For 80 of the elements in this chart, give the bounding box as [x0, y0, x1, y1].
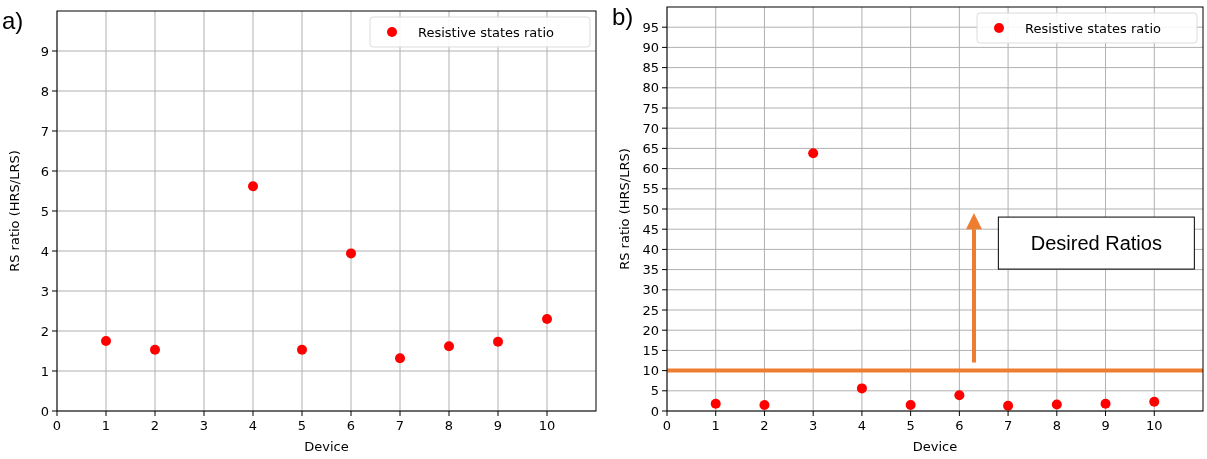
- chart-title: a): [2, 7, 24, 34]
- x-tick-label: 10: [538, 418, 556, 433]
- y-tick-label: 0: [40, 403, 49, 419]
- point: [444, 341, 454, 352]
- y-tick-label: 90: [642, 39, 659, 55]
- y-tick-label: 45: [642, 221, 659, 237]
- point: [248, 181, 258, 192]
- y-tick-label: 60: [642, 161, 659, 177]
- y-tick-label: 3: [40, 283, 49, 299]
- point: [542, 314, 552, 324]
- x-tick-label: 10: [1146, 418, 1163, 433]
- annotation: Desired Ratios: [1030, 232, 1162, 255]
- y-tick-label: 4: [40, 243, 49, 259]
- point: [395, 353, 405, 364]
- x-tick-label: 0: [662, 418, 672, 433]
- y-tick-label: 50: [642, 201, 659, 217]
- point: [493, 336, 503, 347]
- x-tick-label: 1: [101, 418, 111, 433]
- y-tick-label: 8: [40, 83, 49, 99]
- x-tick-label: 6: [955, 418, 964, 433]
- y-tick-label: 10: [642, 363, 659, 379]
- x-tick-label: 1: [711, 418, 720, 433]
- y-tick-label: 65: [642, 140, 659, 156]
- point: [1051, 399, 1062, 410]
- x-tick-label: 9: [493, 418, 503, 433]
- point: [1100, 398, 1111, 409]
- y-tick-label: 70: [642, 120, 659, 136]
- point: [1003, 400, 1014, 411]
- x-tick-label: 5: [297, 418, 307, 433]
- y-tick-label: 55: [642, 181, 659, 197]
- y-tick-label: 80: [642, 80, 659, 96]
- x-tick-label: 9: [1101, 418, 1110, 433]
- x-tick-label: 4: [248, 418, 258, 433]
- y-tick-label: 0: [650, 403, 659, 419]
- point: [1149, 396, 1160, 407]
- y-tick-label: 5: [40, 203, 49, 219]
- y-tick-label: 30: [642, 282, 659, 298]
- x-axis-title: Device: [304, 439, 349, 454]
- x-axis-title: Device: [912, 439, 958, 454]
- point: [710, 398, 721, 409]
- y-tick-label: 1: [40, 363, 49, 379]
- x-tick-label: 3: [199, 418, 209, 433]
- x-tick-label: 6: [346, 418, 356, 433]
- y-tick-label: 5: [650, 383, 659, 399]
- x-tick-label: 8: [1052, 418, 1061, 433]
- point: [346, 248, 356, 259]
- legend-label: Resistive states ratio: [418, 24, 554, 40]
- y-tick-label: 25: [642, 302, 659, 318]
- point: [101, 336, 111, 346]
- y-axis-title: RS ratio (HRS/LRS): [617, 148, 632, 270]
- point: [808, 148, 819, 159]
- point: [759, 399, 770, 410]
- x-tick-label: 2: [150, 418, 160, 433]
- point: [297, 344, 307, 355]
- y-axis-title: RS ratio (HRS/LRS): [7, 150, 22, 272]
- legend-label: Resistive states ratio: [1025, 20, 1161, 36]
- point: [150, 344, 160, 355]
- point: [856, 383, 867, 394]
- x-tick-label: 0: [52, 418, 62, 433]
- x-tick-label: 2: [760, 418, 769, 433]
- y-tick-label: 85: [642, 60, 659, 76]
- y-tick-label: 7: [40, 123, 49, 139]
- y-tick-label: 35: [642, 262, 659, 278]
- y-tick-label: 2: [40, 323, 49, 339]
- point: [905, 399, 916, 410]
- x-tick-label: 5: [906, 418, 915, 433]
- y-tick-label: 6: [40, 163, 49, 179]
- x-tick-label: 8: [444, 418, 454, 433]
- x-tick-label: 7: [1003, 418, 1013, 433]
- y-tick-label: 40: [642, 241, 659, 257]
- point: [954, 390, 965, 401]
- y-tick-label: 20: [642, 322, 659, 338]
- y-tick-label: 9: [40, 43, 49, 59]
- y-tick-label: 75: [642, 100, 659, 116]
- x-tick-label: 3: [809, 418, 818, 433]
- y-tick-label: 95: [642, 19, 659, 35]
- x-tick-label: 7: [395, 418, 405, 433]
- x-tick-label: 4: [857, 418, 867, 433]
- y-tick-label: 15: [642, 342, 659, 358]
- chart-title: b): [612, 3, 634, 30]
